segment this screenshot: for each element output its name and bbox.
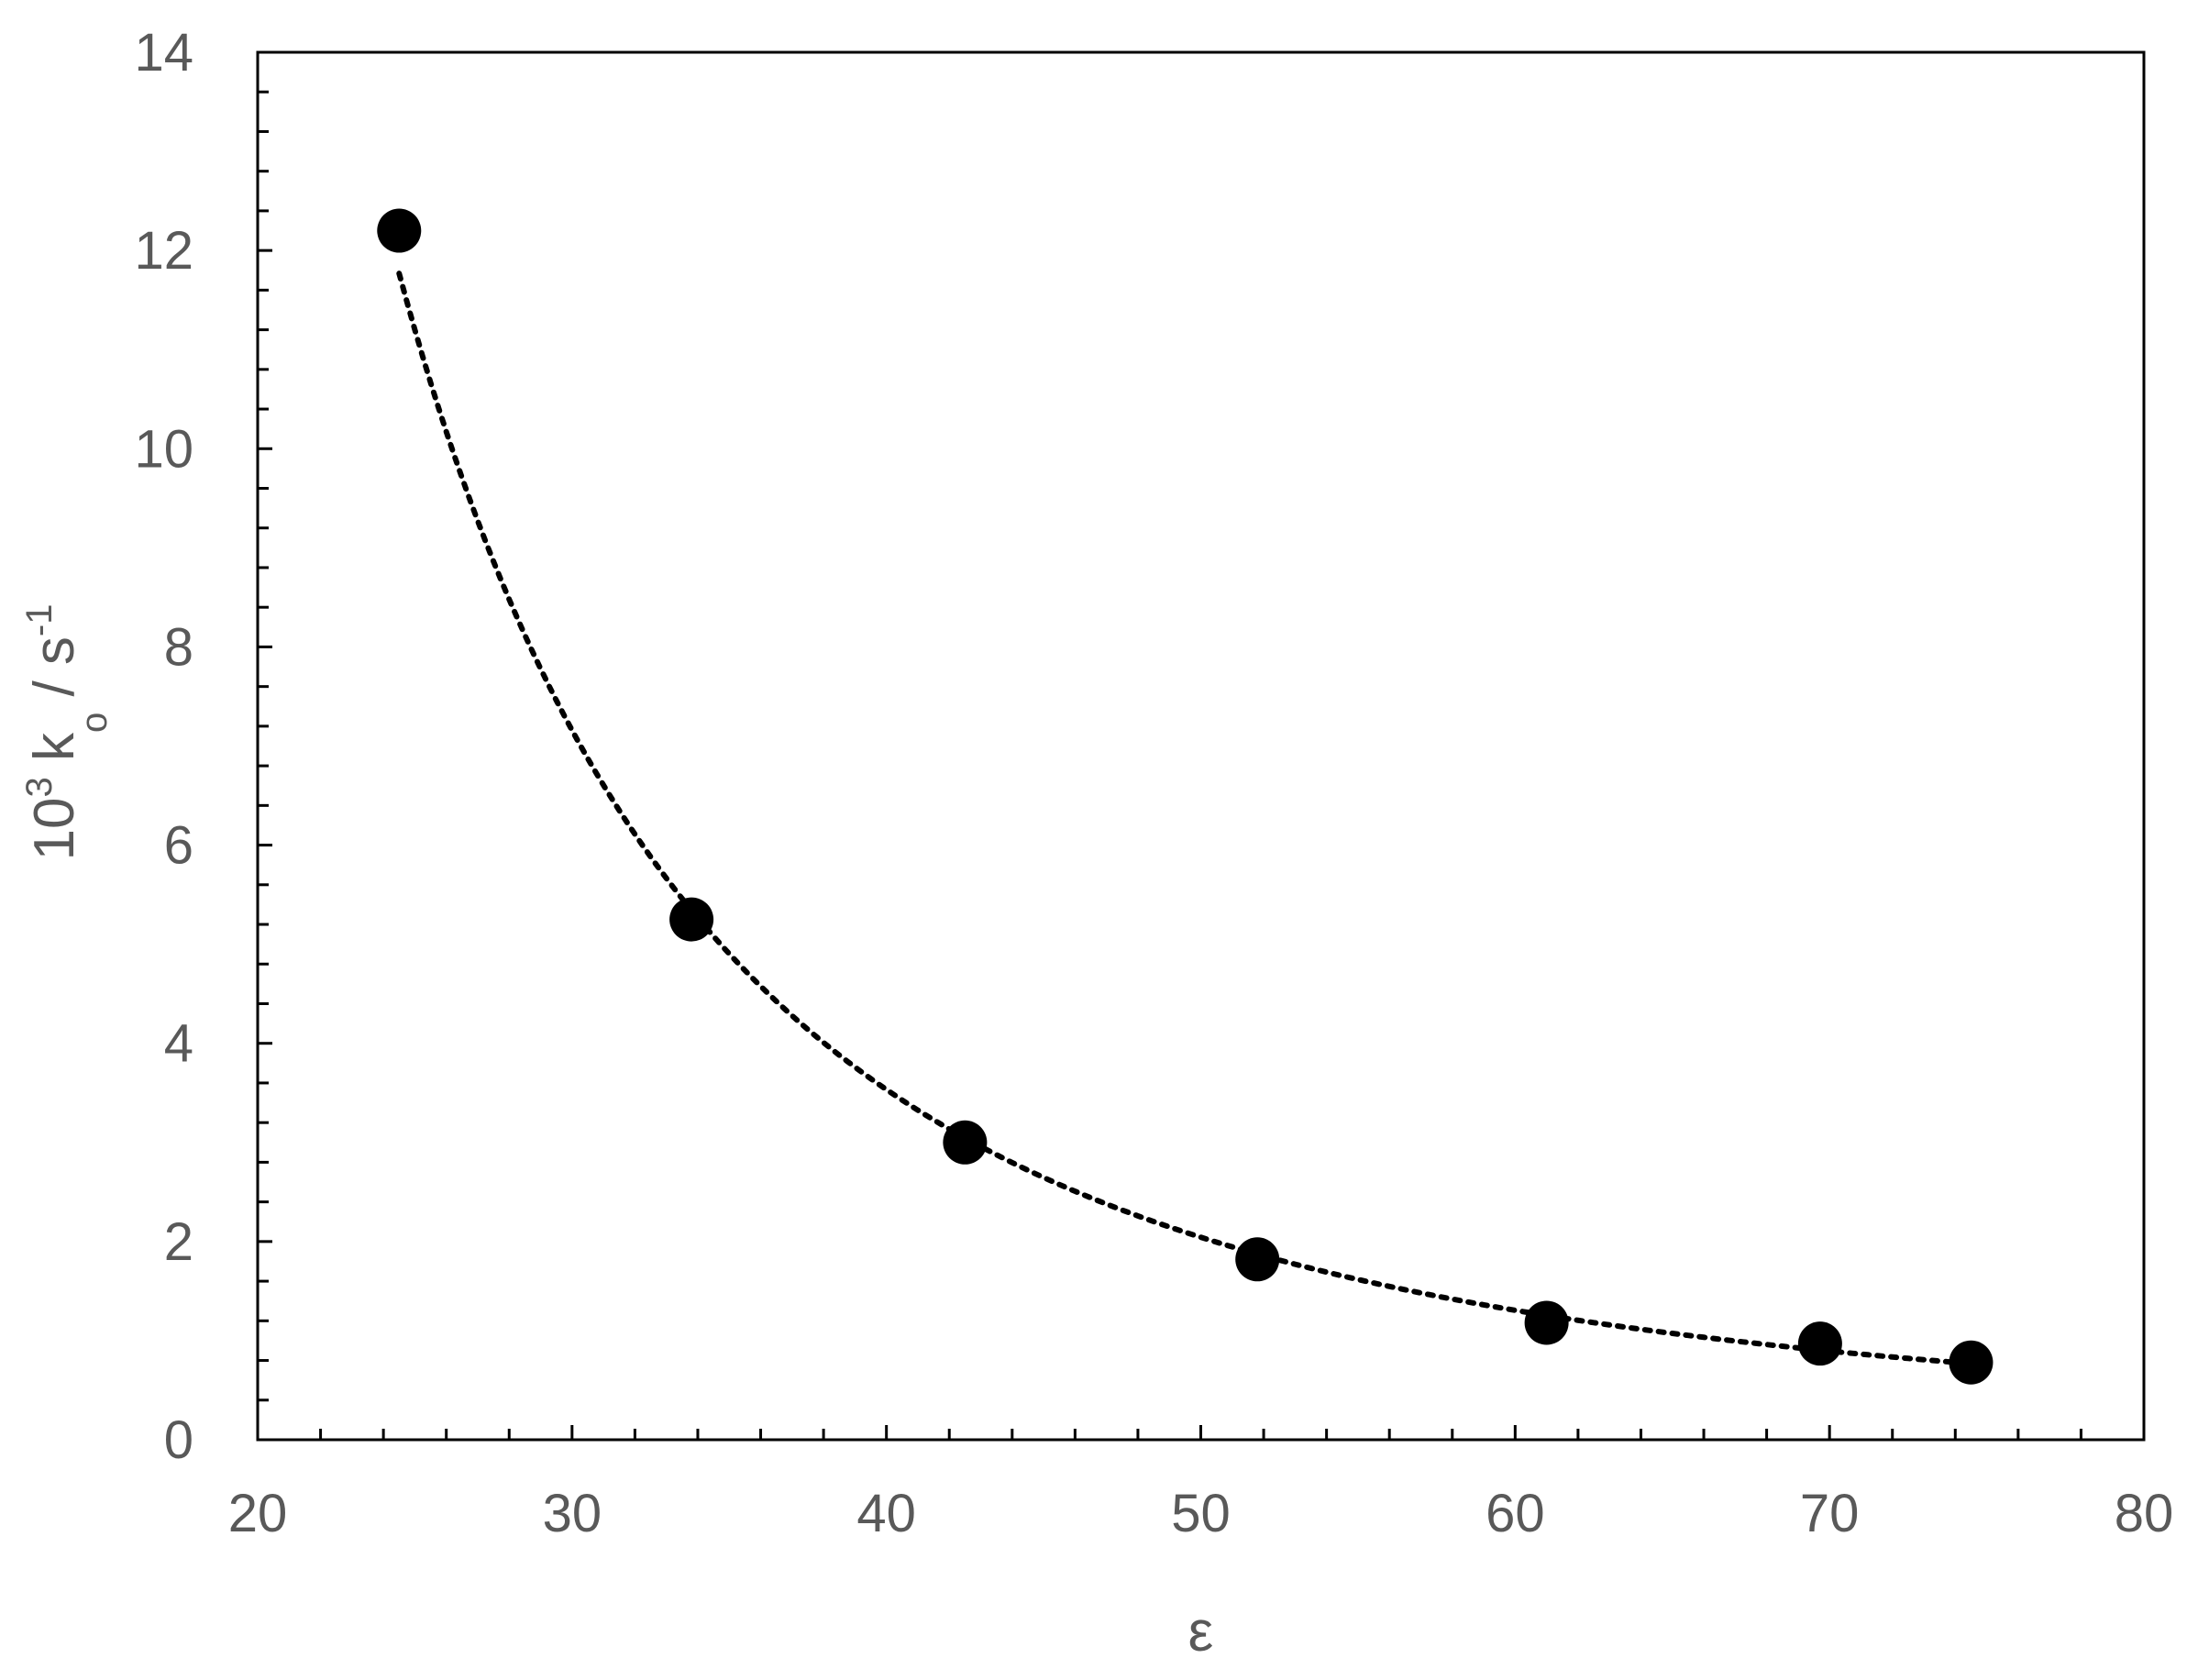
data-points <box>377 208 1994 1385</box>
x-tick-label: 70 <box>1800 1484 1860 1543</box>
plot-frame-group <box>256 50 2146 1442</box>
x-axis-ticks <box>256 1425 2146 1440</box>
y-tick-label: 12 <box>134 221 193 281</box>
data-point <box>943 1120 988 1165</box>
y-tick-label: 4 <box>164 1014 193 1074</box>
plot-frame <box>256 50 2146 1442</box>
y-tick-label: 10 <box>134 419 193 479</box>
y-tick-label: 8 <box>164 617 193 677</box>
trendline-group <box>396 271 1974 1367</box>
data-point <box>669 897 714 942</box>
power-trendline <box>396 271 1974 1367</box>
x-axis-title: ε <box>1188 1600 1214 1663</box>
x-tick-label: 30 <box>543 1484 602 1543</box>
x-tick-label: 40 <box>856 1484 916 1543</box>
y-axis-ticks <box>258 50 272 1442</box>
x-tick-label: 80 <box>2115 1484 2174 1543</box>
y-tick-labels: 0 2 4 6 8 10 12 14 <box>134 23 193 1470</box>
y-axis-title-part: / s <box>23 636 86 713</box>
data-point <box>1524 1300 1569 1345</box>
x-tick-label: 50 <box>1171 1484 1231 1543</box>
data-point <box>1797 1321 1842 1366</box>
x-tick-labels: 20 30 40 50 60 70 80 <box>228 1484 2174 1543</box>
y-tick-label: 2 <box>164 1212 193 1272</box>
y-tick-label: 14 <box>134 23 193 83</box>
y-axis-title-part: k <box>23 732 86 777</box>
data-point <box>377 208 422 253</box>
data-point <box>1235 1237 1280 1282</box>
y-axis-title-part: -1 <box>19 604 60 637</box>
y-axis-title: 103 ko / s-1 <box>19 604 115 861</box>
y-axis-title-part: 10 <box>23 798 86 861</box>
y-axis-title-part: o <box>74 713 115 733</box>
y-axis-title-part: 3 <box>19 777 60 797</box>
x-tick-label: 20 <box>228 1484 288 1543</box>
x-tick-label: 60 <box>1486 1484 1545 1543</box>
y-tick-label: 6 <box>164 816 193 876</box>
y-tick-label: 0 <box>164 1410 193 1470</box>
data-point <box>1949 1340 1994 1385</box>
